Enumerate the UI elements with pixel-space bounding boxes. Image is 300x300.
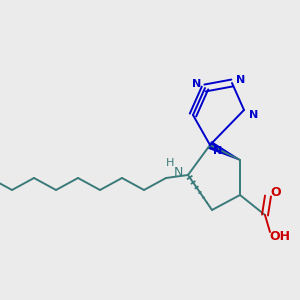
Polygon shape bbox=[208, 142, 240, 160]
Text: OH: OH bbox=[269, 230, 290, 242]
Text: O: O bbox=[271, 187, 281, 200]
Text: N: N bbox=[192, 79, 202, 89]
Text: H: H bbox=[166, 158, 174, 168]
Text: N: N bbox=[249, 110, 259, 120]
Text: N: N bbox=[213, 146, 223, 156]
Text: N: N bbox=[173, 167, 183, 179]
Text: N: N bbox=[236, 75, 246, 85]
